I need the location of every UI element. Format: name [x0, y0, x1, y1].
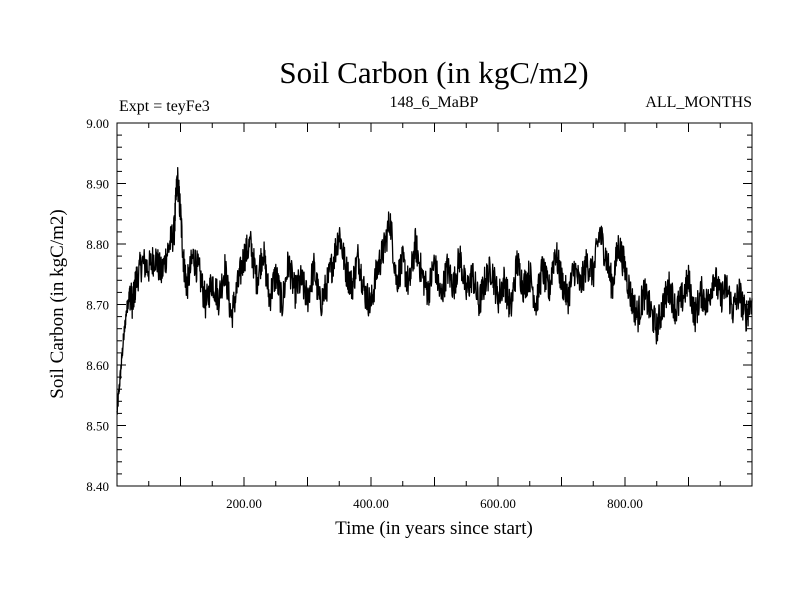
x-axis-label: Time (in years since start)	[335, 518, 533, 539]
y-axis: 8.40 8.50 8.60 8.70 8.80 8.90 9.00	[86, 116, 752, 494]
x-tick-label: 600.00	[480, 496, 516, 511]
y-tick-label: 9.00	[86, 116, 109, 131]
y-tick-label: 8.40	[86, 479, 109, 494]
y-tick-label: 8.50	[86, 419, 109, 434]
subtitle-expt: Expt = teyFe3	[119, 98, 210, 115]
chart-title: Soil Carbon (in kgC/m2)	[279, 55, 588, 90]
subtitle-period: 148_6_MaBP	[390, 94, 479, 111]
y-axis-label: Soil Carbon (in kgC/m2)	[47, 209, 68, 398]
y-tick-label: 8.70	[86, 298, 109, 313]
x-tick-label: 800.00	[607, 496, 643, 511]
x-tick-label: 400.00	[353, 496, 389, 511]
y-tick-label: 8.90	[86, 177, 109, 192]
y-tick-label: 8.60	[86, 358, 109, 373]
y-tick-label: 8.80	[86, 237, 109, 252]
x-axis: 200.00 400.00 600.00 800.00	[116, 123, 753, 511]
series-line-soil-carbon	[116, 166, 753, 415]
subtitle-months: ALL_MONTHS	[645, 94, 752, 111]
x-tick-label: 200.00	[226, 496, 262, 511]
